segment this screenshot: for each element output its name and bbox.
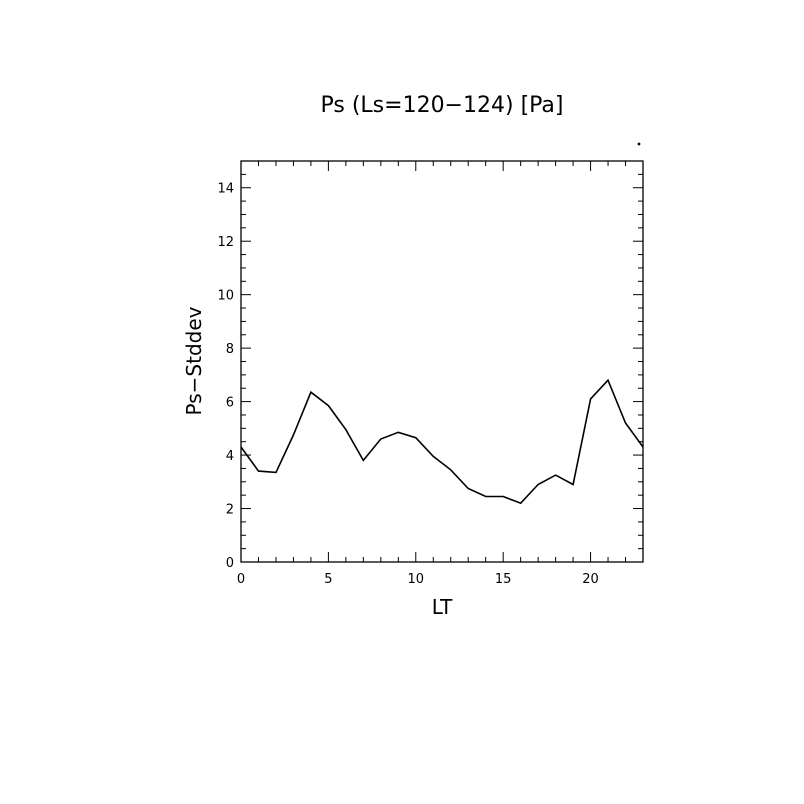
chart-title: Ps (Ls=120−124) [Pa]	[321, 93, 564, 118]
y-tick-labels: 0 2 4 6 8 10 12 14	[217, 182, 234, 571]
x-tick-label: 5	[324, 572, 332, 587]
y-tick-label: 8	[226, 342, 234, 357]
y-tick-label: 2	[226, 503, 234, 518]
y-tick-label: 0	[226, 556, 234, 571]
y-tick-label: 10	[217, 289, 234, 304]
y-tick-label: 12	[217, 235, 234, 250]
y-tick-label: 6	[226, 396, 234, 411]
y-axis-label: Ps−Stddev	[182, 306, 206, 415]
axis-ticks	[240, 160, 644, 563]
x-axis-label: LT	[432, 595, 453, 619]
series-line	[240, 378, 644, 505]
y-tick-label: 4	[226, 449, 234, 464]
y-tick-label: 14	[217, 182, 234, 197]
corner-dot	[637, 142, 641, 146]
x-tick-label: 10	[408, 572, 425, 587]
x-tick-label: 0	[237, 572, 245, 587]
x-tick-labels: 0 5 10 15 20	[237, 572, 599, 587]
x-tick-label: 20	[582, 572, 599, 587]
plot-frame	[240, 160, 644, 563]
x-tick-label: 15	[495, 572, 512, 587]
